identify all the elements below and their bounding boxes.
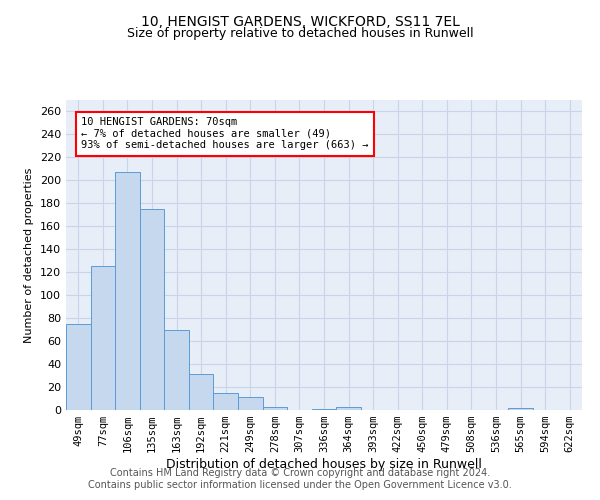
Bar [263,406,287,410]
Bar [508,408,533,410]
Bar [312,409,336,410]
Bar [115,172,140,410]
Bar [66,324,91,410]
Bar [164,330,189,410]
Bar [214,393,238,410]
Text: 10, HENGIST GARDENS, WICKFORD, SS11 7EL: 10, HENGIST GARDENS, WICKFORD, SS11 7EL [140,15,460,29]
Bar [140,209,164,410]
Bar [189,374,214,410]
Text: Contains HM Land Registry data © Crown copyright and database right 2024.
Contai: Contains HM Land Registry data © Crown c… [88,468,512,490]
X-axis label: Distribution of detached houses by size in Runwell: Distribution of detached houses by size … [166,458,482,471]
Bar [238,398,263,410]
Bar [91,266,115,410]
Bar [336,406,361,410]
Text: Size of property relative to detached houses in Runwell: Size of property relative to detached ho… [127,28,473,40]
Y-axis label: Number of detached properties: Number of detached properties [25,168,34,342]
Text: 10 HENGIST GARDENS: 70sqm
← 7% of detached houses are smaller (49)
93% of semi-d: 10 HENGIST GARDENS: 70sqm ← 7% of detach… [81,117,369,150]
